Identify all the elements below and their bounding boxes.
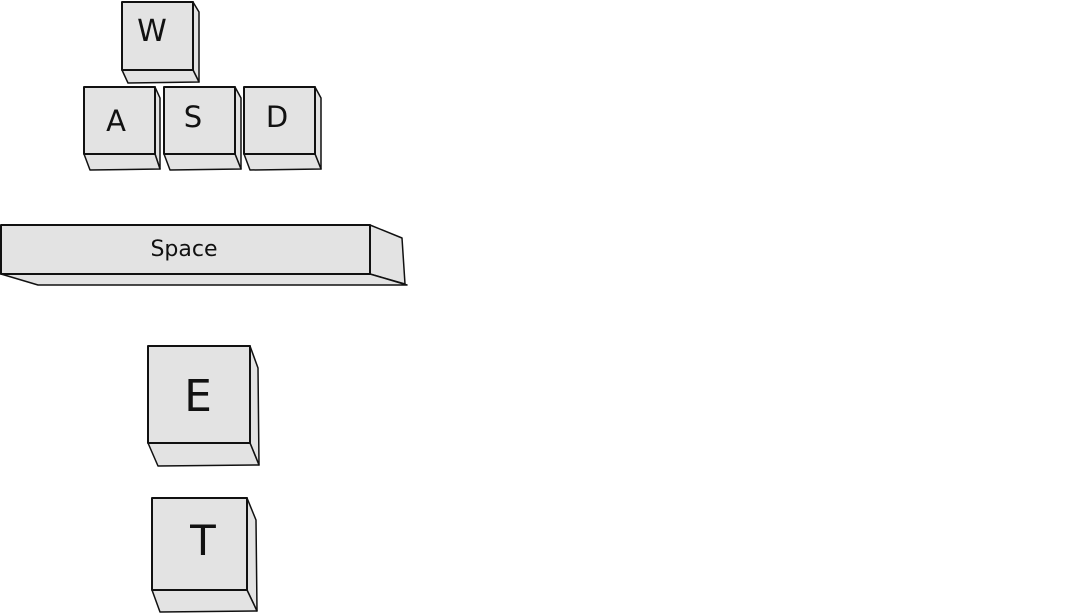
s-key-bottom bbox=[163, 153, 242, 171]
d-key: D bbox=[243, 86, 322, 171]
space-key: Space bbox=[0, 224, 408, 286]
d-key-face bbox=[243, 86, 316, 155]
w-key: W bbox=[121, 1, 200, 84]
w-key-bottom bbox=[121, 69, 200, 84]
s-key: S bbox=[163, 86, 242, 171]
e-key-label: E bbox=[184, 371, 212, 422]
e-key: E bbox=[147, 345, 260, 467]
space-key-face bbox=[0, 224, 371, 275]
space-key-bottom bbox=[0, 273, 408, 286]
d-key-bottom bbox=[243, 153, 322, 171]
w-key-label: W bbox=[137, 14, 167, 49]
s-key-label: S bbox=[184, 100, 202, 134]
t-key-bottom bbox=[151, 589, 258, 613]
t-key-label: T bbox=[189, 516, 216, 565]
a-key-label: A bbox=[106, 104, 126, 138]
a-key-bottom bbox=[83, 153, 161, 171]
e-key-bottom bbox=[147, 442, 260, 467]
t-key: T bbox=[151, 497, 258, 613]
a-key-face bbox=[83, 86, 156, 155]
s-key-face bbox=[163, 86, 236, 155]
d-key-label: D bbox=[266, 100, 288, 134]
a-key: A bbox=[83, 86, 161, 171]
w-key-face bbox=[121, 1, 194, 71]
t-key-face bbox=[151, 497, 248, 591]
space-key-label: Space bbox=[150, 237, 217, 262]
e-key-face bbox=[147, 345, 251, 444]
